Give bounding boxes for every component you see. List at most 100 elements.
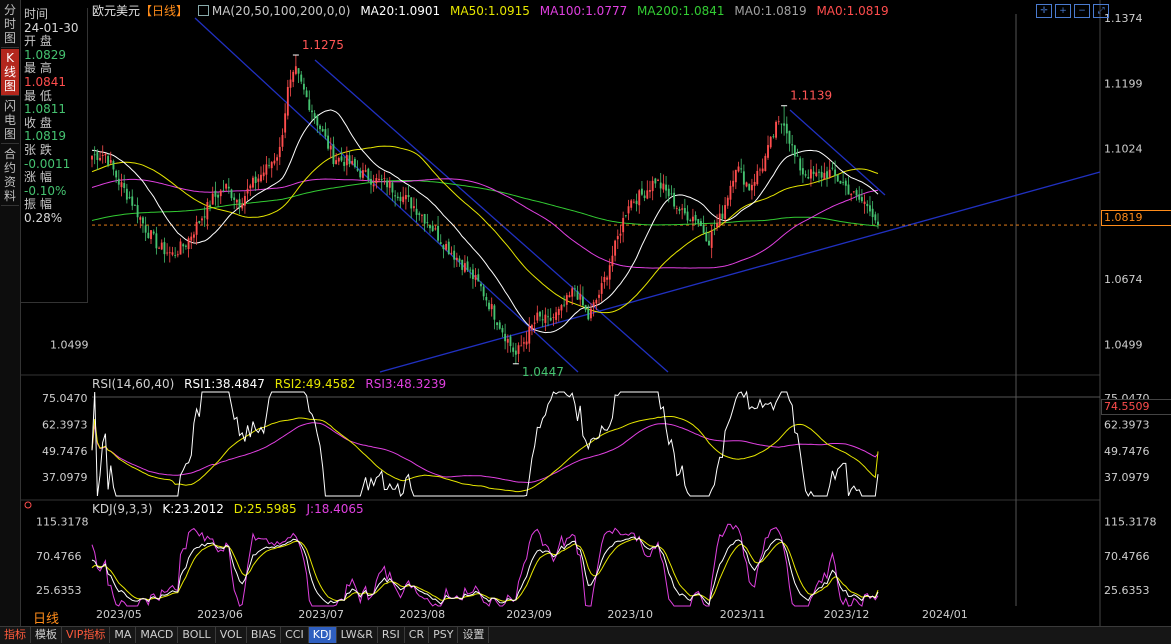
high-label: 最 高	[24, 61, 52, 76]
candle-body	[198, 220, 201, 223]
tab-macd[interactable]: MACD	[136, 627, 179, 643]
tab-time-chart[interactable]: 分时图	[1, 1, 19, 48]
rsi3-line	[91, 422, 879, 484]
tab-vip-indicators[interactable]: VIP指标	[62, 627, 111, 643]
main-y-tick: 1.1199	[1104, 77, 1143, 90]
ma-params[interactable]: MA(20,50,100,200,0,0)	[197, 4, 350, 18]
change-value: -0.0011	[24, 156, 71, 171]
candle-body	[437, 225, 439, 241]
zoom-out-icon[interactable]: −	[1074, 4, 1090, 18]
candle-body	[713, 229, 716, 231]
candle-body	[439, 242, 442, 244]
candle-body	[831, 167, 834, 169]
tab-contract-info[interactable]: 合约资料	[1, 145, 19, 206]
candle-body	[230, 189, 233, 199]
extreme-label: 1.1275	[302, 38, 344, 52]
candle-body	[716, 223, 718, 227]
main-y-tick: 1.1374	[1104, 12, 1143, 25]
candle-body	[289, 79, 292, 88]
quote-info-panel: 时间 24-01-30 开 盘 1.0829 最 高 1.0841 最 低 1.…	[21, 7, 88, 303]
zoom-in-icon[interactable]: +	[1055, 4, 1071, 18]
tab-rsi[interactable]: RSI	[378, 627, 405, 643]
candle-body	[520, 345, 523, 347]
candle-body	[292, 71, 295, 82]
tab-kline-chart[interactable]: K线图	[1, 49, 19, 96]
candle-body	[512, 347, 515, 352]
chart-canvas[interactable]: 1.04991.06741.08491.10241.11991.13741.04…	[0, 0, 1171, 626]
candle-body	[777, 121, 780, 123]
candle-body	[807, 176, 810, 179]
candle-body	[190, 236, 193, 241]
candle-body	[686, 211, 689, 221]
candle-body	[329, 145, 332, 150]
candle-body	[539, 311, 541, 317]
candle-body	[109, 160, 112, 163]
tab-lwr[interactable]: LW&R	[337, 627, 378, 643]
candle-body	[324, 129, 327, 137]
candle-body	[227, 186, 230, 189]
tab-kdj[interactable]: KDJ	[308, 627, 337, 643]
candle-body	[675, 208, 678, 209]
candle-body	[206, 201, 209, 220]
low-label: 最 低	[24, 88, 52, 103]
ma50-value: MA50:1.0915	[450, 4, 530, 18]
candle-body	[568, 295, 571, 298]
tab-cci[interactable]: CCI	[281, 627, 309, 643]
candle-body	[858, 194, 861, 200]
candle-body	[278, 146, 281, 158]
candle-body	[708, 240, 710, 246]
fullscreen-icon[interactable]: ⤢	[1093, 4, 1109, 18]
candle-body	[836, 174, 839, 182]
tab-templates[interactable]: 模板	[31, 627, 62, 643]
candle-body	[152, 231, 155, 234]
time-value: 24-01-30	[24, 20, 79, 35]
candle-body	[262, 172, 265, 177]
candle-body	[506, 338, 509, 343]
candle-body	[474, 275, 477, 280]
candle-body	[195, 221, 198, 235]
kdj-y-tick: 70.4766	[1104, 550, 1150, 563]
rsi-params[interactable]: RSI(14,60,40)	[92, 377, 175, 391]
candle-body	[482, 286, 485, 297]
candle-body	[761, 168, 764, 172]
rsi-current-tag: 74.5509	[1101, 399, 1171, 415]
tab-vol[interactable]: VOL	[216, 627, 247, 643]
candle-body	[131, 196, 134, 206]
candle-body	[748, 183, 751, 191]
tab-ma[interactable]: MA	[110, 627, 137, 643]
candle-body	[571, 288, 574, 297]
tab-bias[interactable]: BIAS	[247, 627, 282, 643]
candle-body	[402, 196, 405, 203]
candle-body	[442, 245, 445, 250]
kdj-legend: KDJ(9,3,3) K:23.2012 D:25.5985 J:18.4065	[92, 502, 370, 516]
candle-body	[691, 216, 694, 222]
candle-body	[721, 213, 724, 219]
candle-body	[603, 276, 606, 282]
candle-body	[356, 169, 359, 171]
main-y-tick: 1.0499	[1104, 338, 1143, 351]
indicator-tab-bar: 指标 模板 VIP指标 MA MACD BOLL VOL BIAS CCI KDJ LW&R RSI C…	[0, 626, 1171, 644]
tab-psy[interactable]: PSY	[429, 627, 459, 643]
kdj-y-tick: 25.6353	[1104, 584, 1150, 597]
candle-body	[345, 154, 348, 166]
timeframe-label[interactable]: 日线	[33, 612, 60, 627]
tab-cr[interactable]: CR	[405, 627, 430, 643]
candle-body	[809, 169, 812, 179]
tab-boll[interactable]: BOLL	[178, 627, 216, 643]
candle-body	[555, 312, 558, 320]
crosshair-icon[interactable]: ✛	[1036, 4, 1052, 18]
candle-body	[496, 322, 499, 326]
tab-flash-chart[interactable]: 闪电图	[1, 97, 19, 144]
candle-body	[657, 179, 659, 181]
x-tick-label: 2023/12	[824, 608, 870, 621]
tab-settings[interactable]: 设置	[458, 627, 490, 643]
candle-body	[471, 269, 474, 280]
candle-body	[399, 196, 402, 202]
candle-body	[565, 295, 568, 305]
kdj-params[interactable]: KDJ(9,3,3)	[92, 502, 153, 516]
tab-indicators[interactable]: 指标	[0, 627, 31, 643]
candle-body	[834, 169, 837, 176]
candle-body	[490, 304, 493, 310]
period-label[interactable]: 【日线】	[140, 4, 189, 18]
candle-body	[783, 123, 786, 126]
